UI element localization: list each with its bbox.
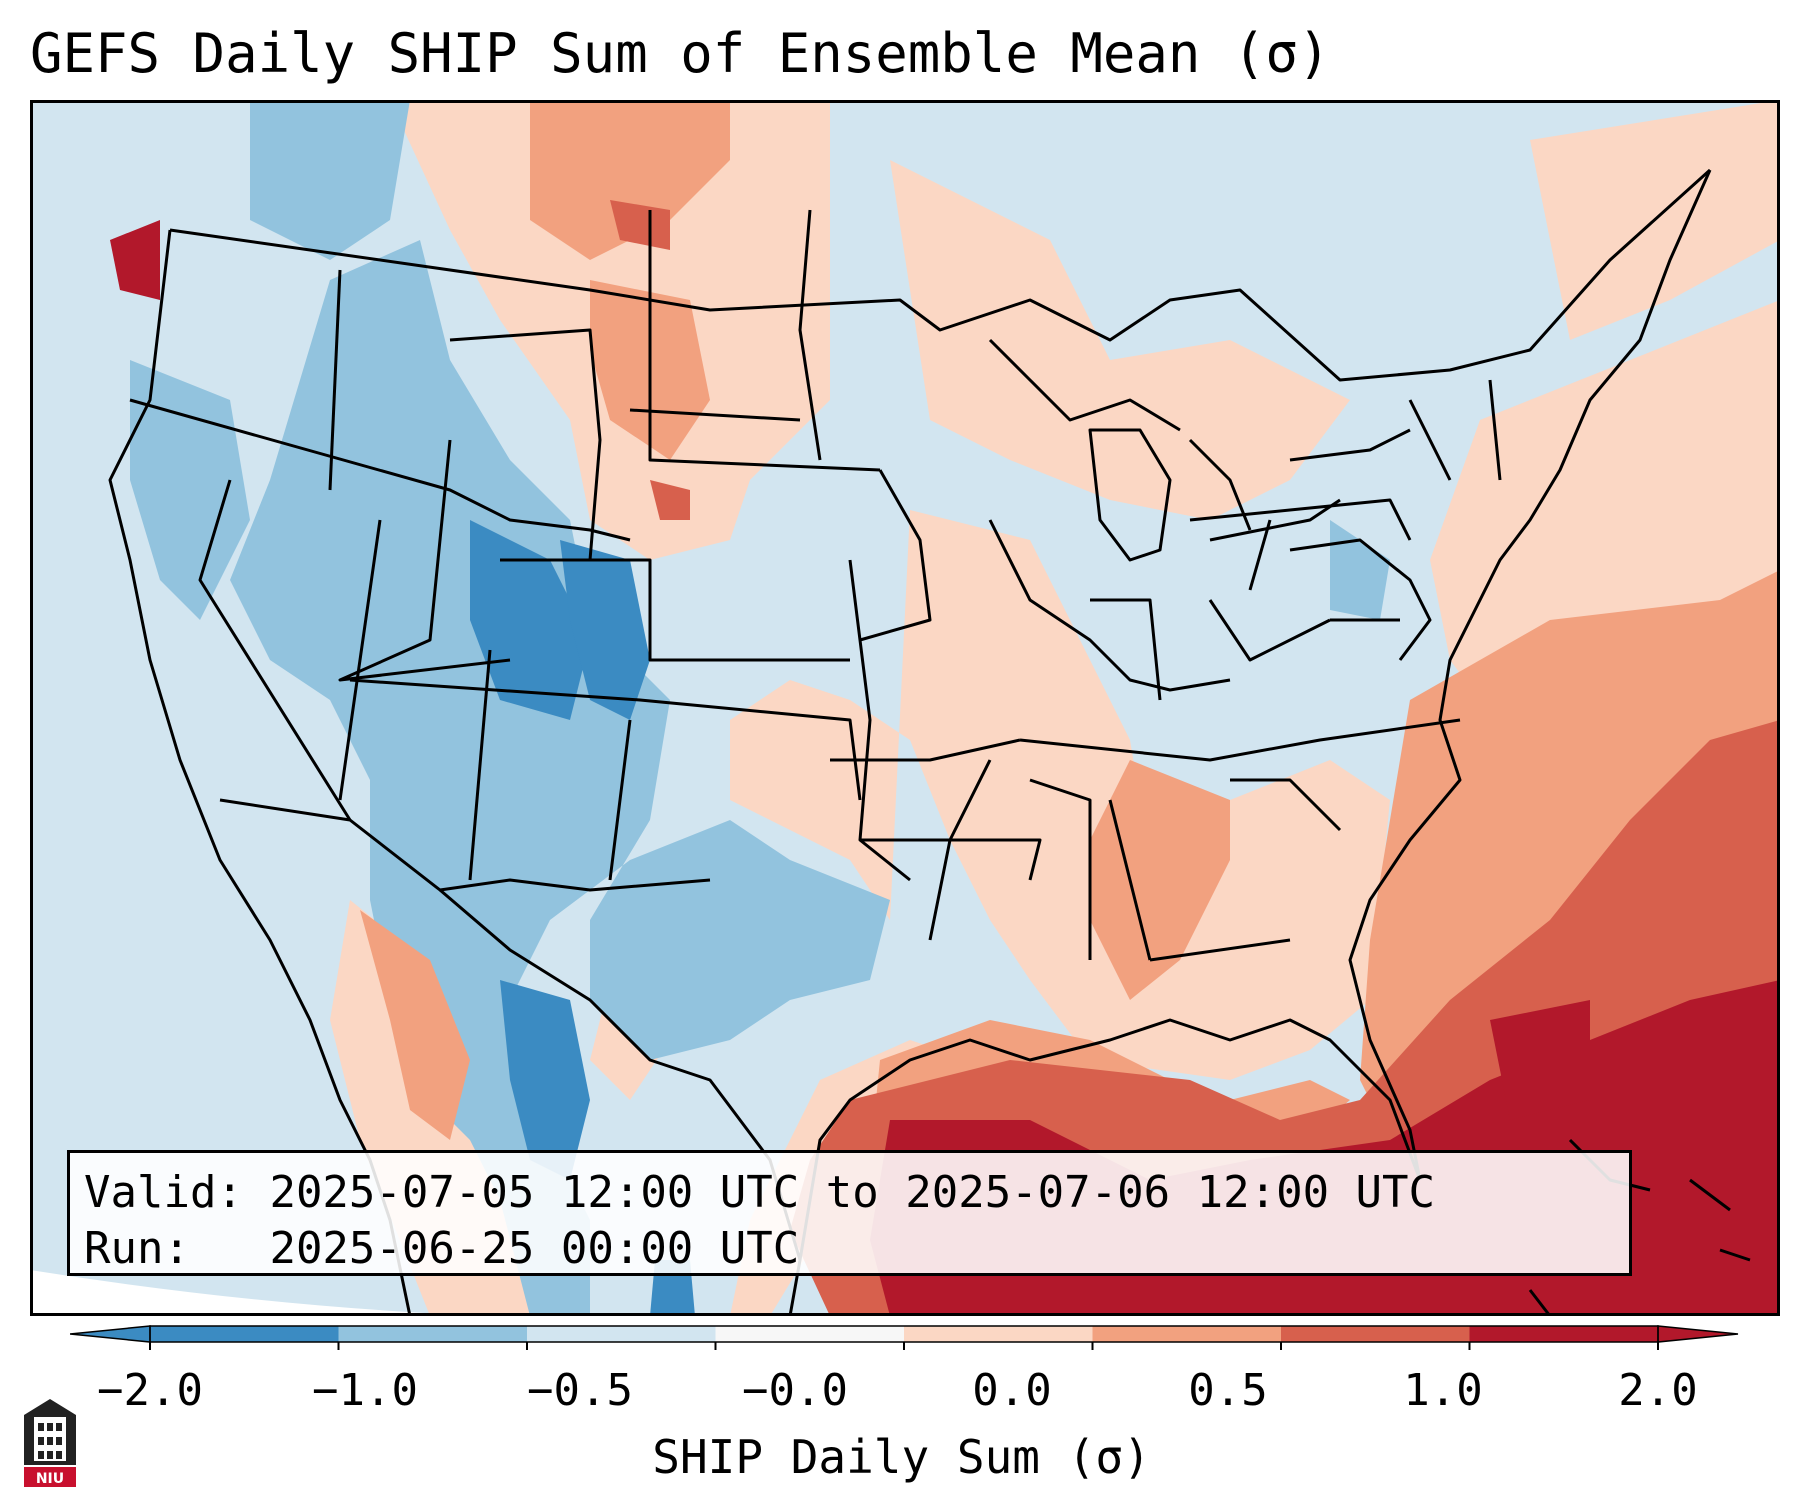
info-box: Valid: 2025-07-05 12:00 UTC to 2025-07-0… <box>67 1150 1632 1276</box>
valid-label: Valid: <box>84 1167 243 1218</box>
run-label: Run: <box>84 1223 190 1274</box>
boundaries <box>108 168 1751 1316</box>
colorbar-segment <box>1469 1326 1659 1342</box>
colorbar-segment <box>1092 1326 1282 1342</box>
logo-text: NIU <box>36 1471 64 1487</box>
colorbar-tick: −0.0 <box>742 1365 848 1416</box>
colorbar-segment <box>904 1326 1093 1342</box>
colorbar-tick: 0.5 <box>1188 1365 1268 1416</box>
colorbar-tick: −2.0 <box>97 1365 203 1416</box>
colorbar-segment <box>1281 1326 1470 1342</box>
colorbar-extend-low <box>70 1325 151 1343</box>
colorbar-tick: 1.0 <box>1403 1365 1483 1416</box>
colorbar-tick: 0.0 <box>972 1365 1052 1416</box>
colorbar-tick: 2.0 <box>1618 1365 1698 1416</box>
colorbar-segment <box>715 1326 905 1342</box>
map-title: GEFS Daily SHIP Sum of Ensemble Mean (σ) <box>30 22 1331 85</box>
colorbar-tick: −0.5 <box>527 1365 633 1416</box>
colorbar-segment <box>527 1326 716 1342</box>
run-value: 2025-06-25 00:00 UTC <box>269 1223 800 1274</box>
colorbar-extend-high <box>1657 1325 1739 1343</box>
colorbar-segment <box>338 1326 528 1342</box>
projection-edge <box>30 1270 750 1316</box>
colorbar-segment <box>150 1326 339 1342</box>
valid-value: 2025-07-05 12:00 UTC to 2025-07-06 12:00… <box>269 1167 1436 1218</box>
colorbar <box>70 1325 1739 1350</box>
field-dark-negative <box>470 520 695 1316</box>
niu-logo-icon: NIU <box>24 1399 76 1487</box>
colorbar-label: SHIP Daily Sum (σ) <box>652 1430 1151 1484</box>
colorbar-tick: −1.0 <box>312 1365 418 1416</box>
map-panel <box>30 100 1780 1316</box>
